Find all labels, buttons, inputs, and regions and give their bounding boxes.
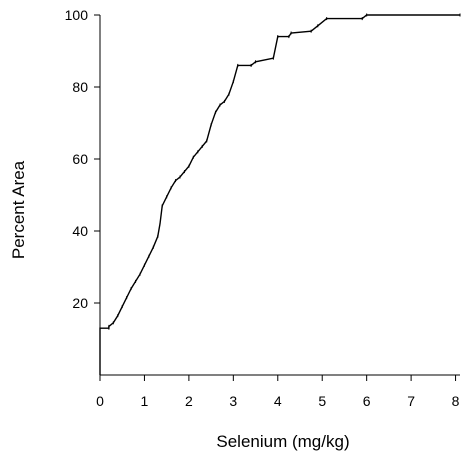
x-tick-label: 3 (229, 393, 237, 409)
series-line-0 (99, 14, 460, 375)
series-group (99, 13, 461, 375)
x-tick-label: 5 (318, 393, 326, 409)
x-tick-label: 4 (274, 393, 282, 409)
y-tick-label: 100 (65, 7, 89, 23)
x-tick-label: 0 (96, 393, 104, 409)
x-tick-label: 7 (407, 393, 415, 409)
y-tick-label: 40 (72, 223, 88, 239)
x-tick-label: 8 (452, 393, 460, 409)
x-axis-title: Selenium (mg/kg) (216, 432, 349, 451)
y-tick-label: 60 (72, 151, 88, 167)
y-tick-label: 80 (72, 79, 88, 95)
y-ticks: 20 40 60 80 100 (65, 7, 100, 311)
x-tick-label: 6 (363, 393, 371, 409)
x-tick-label: 2 (185, 393, 193, 409)
axes (99, 15, 460, 376)
y-axis-title: Percent Area (9, 160, 28, 259)
x-tick-label: 1 (141, 393, 149, 409)
x-ticks: 0 1 2 3 4 5 6 7 8 (96, 375, 460, 409)
y-tick-label: 20 (72, 295, 88, 311)
